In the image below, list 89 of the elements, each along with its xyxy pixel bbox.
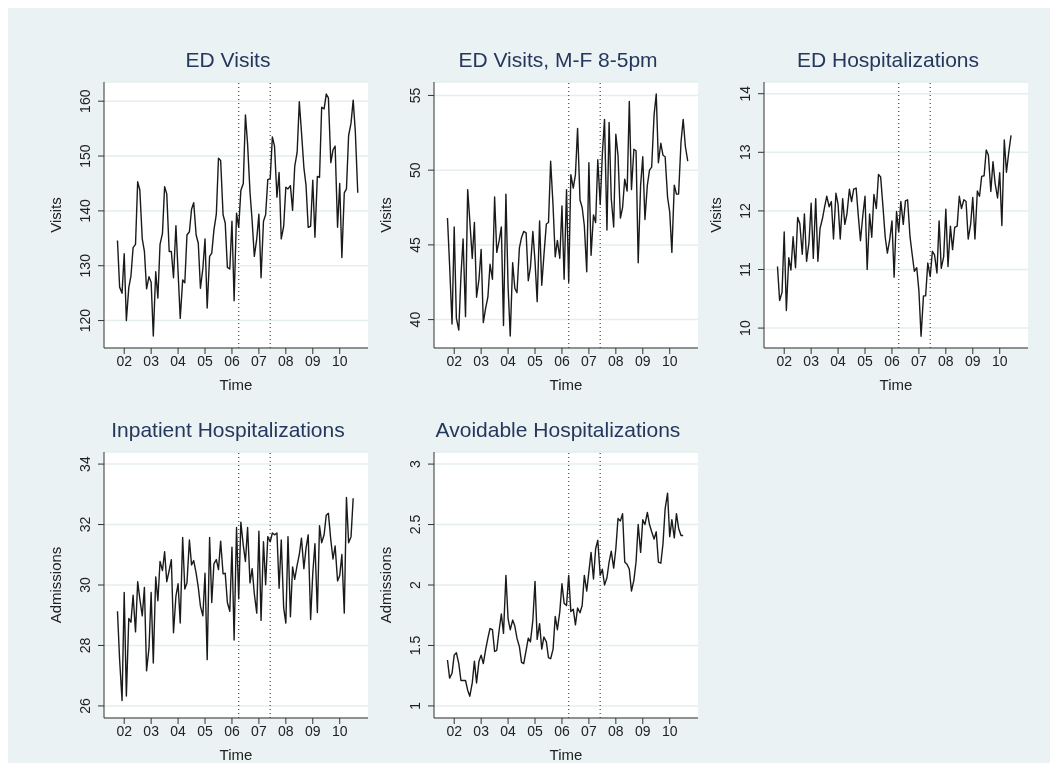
y-axis-title: Visits	[707, 197, 725, 233]
y-tick-label: 140	[77, 198, 93, 223]
x-tick-label: 06	[884, 352, 900, 369]
x-axis-title: Time	[219, 746, 253, 763]
x-tick-label: 08	[938, 352, 954, 369]
x-tick-label: 04	[500, 352, 517, 369]
y-tick-label: 2.5	[407, 514, 423, 535]
x-tick-label: 02	[446, 352, 463, 369]
x-tick-label: 07	[581, 352, 597, 369]
x-tick-label: 06	[224, 352, 240, 369]
x-tick-label: 04	[170, 352, 187, 369]
y-tick-label: 34	[77, 456, 93, 472]
x-tick-label: 10	[991, 352, 1008, 369]
y-tick-label: 32	[77, 516, 93, 533]
x-tick-label: 03	[473, 722, 490, 739]
x-tick-label: 08	[278, 722, 294, 739]
x-tick-label: 10	[661, 352, 678, 369]
y-tick-label: 1	[407, 701, 423, 710]
x-tick-label: 09	[304, 722, 321, 739]
y-tick-label: 28	[77, 637, 93, 654]
x-tick-label: 06	[554, 352, 570, 369]
x-tick-label: 05	[857, 352, 874, 369]
y-tick-label: 3	[407, 459, 423, 468]
line-series	[446, 492, 684, 697]
x-tick-label: 07	[581, 722, 597, 739]
x-tick-label: 03	[143, 352, 160, 369]
line-series	[116, 93, 359, 337]
chart-title: ED Visits, M-F 8-5pm	[457, 48, 659, 73]
y-tick-label: 150	[77, 144, 93, 168]
y-tick-label: 10	[737, 320, 753, 336]
x-tick-label: 02	[446, 722, 463, 739]
x-axis-title: Time	[549, 746, 583, 763]
x-tick-label: 10	[331, 722, 348, 739]
y-tick-label: 26	[77, 697, 93, 714]
chart-title: Inpatient Hospitalizations	[110, 418, 346, 443]
x-tick-label: 10	[331, 352, 348, 369]
y-axis-title: Visits	[47, 197, 65, 233]
y-tick-label: 50	[407, 162, 423, 178]
x-axis-title: Time	[549, 376, 583, 393]
x-axis-title: Time	[219, 376, 253, 393]
x-tick-label: 03	[473, 352, 490, 369]
y-tick-label: 2	[407, 580, 423, 589]
x-tick-label: 09	[964, 352, 981, 369]
x-tick-label: 03	[803, 352, 820, 369]
x-tick-label: 07	[911, 352, 927, 369]
y-tick-label: 40	[407, 311, 423, 328]
x-tick-label: 05	[197, 722, 214, 739]
chart-title: Avoidable Hospitalizations	[434, 418, 682, 443]
x-tick-label: 03	[143, 722, 160, 739]
x-tick-label: 06	[224, 722, 240, 739]
x-tick-label: 07	[251, 352, 267, 369]
y-tick-label: 120	[77, 308, 93, 333]
line-series	[446, 93, 689, 337]
y-tick-label: 12	[737, 202, 753, 219]
x-tick-label: 06	[554, 722, 570, 739]
x-tick-label: 09	[634, 352, 651, 369]
y-tick-label: 45	[407, 236, 423, 253]
y-axis-title: Visits	[377, 197, 395, 233]
y-tick-label: 1.5	[407, 635, 423, 656]
line-series	[776, 134, 1012, 337]
x-tick-label: 02	[776, 352, 793, 369]
x-tick-label: 04	[170, 722, 187, 739]
line-series	[116, 496, 354, 702]
y-tick-label: 30	[77, 577, 93, 593]
y-axis-title: Admissions	[47, 546, 65, 624]
chart-title: ED Visits	[184, 48, 272, 73]
y-tick-label: 14	[737, 85, 753, 102]
x-tick-label: 04	[500, 722, 517, 739]
x-tick-label: 09	[634, 722, 651, 739]
y-tick-label: 55	[407, 87, 423, 104]
x-tick-label: 05	[527, 352, 544, 369]
x-tick-label: 02	[116, 722, 133, 739]
y-tick-label: 160	[77, 89, 93, 113]
x-axis-title: Time	[879, 376, 913, 393]
y-tick-label: 130	[77, 253, 93, 278]
x-tick-label: 10	[661, 722, 678, 739]
x-tick-label: 08	[608, 722, 624, 739]
x-tick-label: 04	[830, 352, 847, 369]
y-tick-label: 11	[737, 262, 753, 277]
y-tick-label: 13	[737, 144, 753, 161]
x-tick-label: 09	[304, 352, 321, 369]
chart-title: ED Hospitalizations	[795, 48, 981, 73]
x-tick-label: 08	[278, 352, 294, 369]
x-tick-label: 08	[608, 352, 624, 369]
x-tick-label: 05	[197, 352, 214, 369]
x-tick-label: 02	[116, 352, 133, 369]
x-tick-label: 05	[527, 722, 544, 739]
x-tick-label: 07	[251, 722, 267, 739]
y-axis-title: Admissions	[377, 546, 395, 624]
